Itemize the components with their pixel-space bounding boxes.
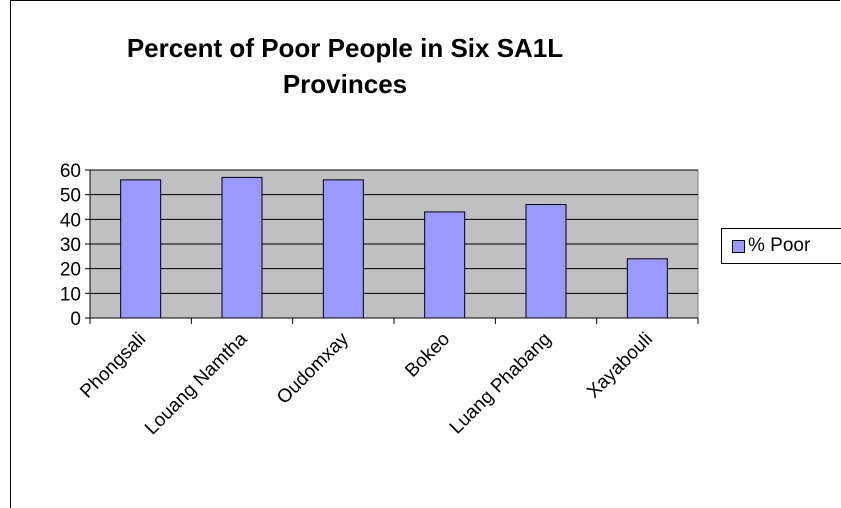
bar-xayabouli (626, 258, 668, 319)
y-tick-label: 50 (60, 186, 81, 207)
y-axis-ticks: 0 10 20 30 40 50 60 (60, 161, 90, 330)
bar-louang-namtha (221, 176, 263, 319)
y-tick-label: 0 (70, 309, 81, 330)
bar-phongsali (120, 179, 162, 319)
y-tick-label: 10 (60, 284, 81, 305)
y-tick-label: 40 (60, 210, 81, 231)
y-tick-label: 30 (60, 235, 81, 256)
grid-lines (90, 169, 698, 294)
y-tick-label: 60 (60, 161, 81, 182)
bar-luang-phabang (525, 204, 567, 319)
x-tick-label: Luang Phabang (446, 329, 556, 439)
bar-oudomxay (322, 179, 364, 319)
x-tick-label: Oudomxay (273, 328, 353, 408)
chart-frame (10, 0, 840, 508)
legend-label: % Poor (748, 235, 811, 256)
y-tick-label: 20 (60, 260, 81, 281)
x-tick-label: Xayabouli (583, 329, 657, 403)
bar-bokeo (424, 211, 466, 319)
legend: % Poor (721, 228, 841, 264)
legend-swatch (732, 240, 745, 253)
x-tick-label: Bokeo (401, 329, 454, 382)
x-tick-label: Louang Namtha (141, 328, 252, 439)
x-tick-label: Phongsali (76, 329, 150, 403)
chart-title: Percent of Poor People in Six SA1L Provi… (126, 33, 564, 99)
